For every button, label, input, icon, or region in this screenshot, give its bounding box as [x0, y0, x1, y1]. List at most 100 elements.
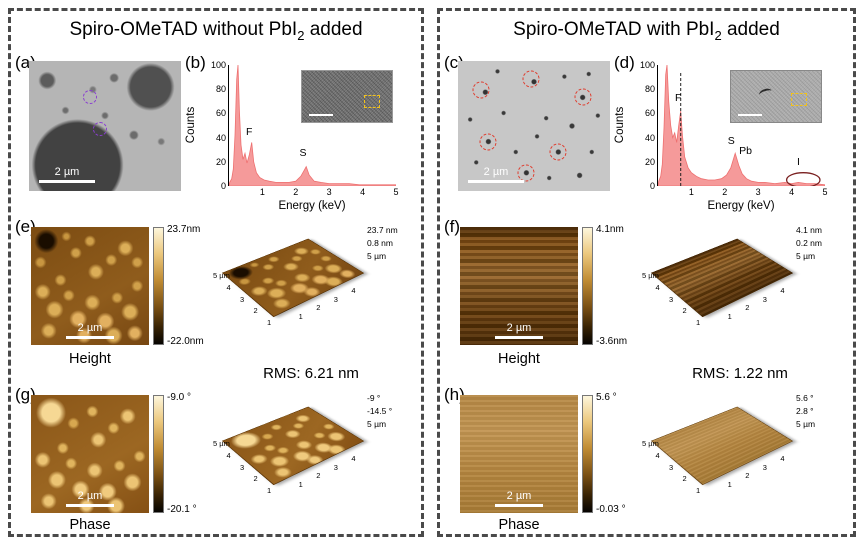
3d-surface: [650, 238, 794, 318]
eds-spectrum-svg: [658, 65, 825, 186]
subfigure-label-g: (g): [15, 385, 36, 404]
sem-inset-image: [301, 70, 393, 123]
rms-value: RMS: 6.21 nm: [263, 365, 359, 382]
3d-axis-tick: 4: [226, 282, 231, 292]
3d-axis-tick: 2: [253, 306, 258, 316]
y-axis-tick: 40: [215, 132, 226, 143]
z-axis-label: 0.2 nm: [796, 238, 822, 248]
eds-spectrum-chart-d: Counts Energy (keV) 0 20 40 60 80 100 1 2 3 4 5 F S P…: [614, 60, 828, 212]
3d-axis-tick: 3: [762, 462, 767, 472]
inset-scale-bar: [738, 113, 762, 116]
x-axis-tick: 3: [755, 187, 761, 197]
x-axis-tick: 4: [360, 187, 366, 197]
scale-bar: 2 µm: [39, 166, 95, 183]
dashed-circle-annotation: [549, 143, 567, 161]
eds-spectrum-chart-b: Counts Energy (keV) 0 20 40 60 80 100 1 2 3 4 5 F S: [185, 60, 399, 212]
y-axis-tick: 0: [220, 181, 226, 191]
color-scale-min: -20.1 °: [167, 504, 197, 515]
3d-axis-tick: 1: [727, 479, 732, 489]
panel-title-text: Spiro-OMeTAD with PbI: [513, 19, 715, 40]
3d-axis-tick: 5 µm: [642, 271, 659, 280]
3d-axis-tick: 1: [696, 486, 701, 495]
color-scale-bar: [582, 395, 593, 513]
x-axis-tick: 1: [259, 187, 265, 197]
3d-axis-tick: 4: [351, 454, 356, 464]
z-axis-label: 4.1 nm: [796, 225, 822, 235]
scale-bar: 2 µm: [66, 490, 114, 507]
3d-axis-tick: 2: [316, 303, 321, 313]
afm-3d-height-plot: 4.1 nm 0.2 nm 5 µm 5 µm 4 3 2 1 1 2 3 4: [636, 223, 844, 351]
subfigure-label-f: (f): [444, 217, 461, 236]
x-axis-tick: 5: [393, 187, 399, 197]
scale-bar-line: [66, 504, 114, 507]
y-axis-tick: 100: [210, 60, 226, 70]
scale-bar-label: 2 µm: [77, 489, 103, 502]
phase-caption: Phase: [498, 517, 540, 533]
color-scale-max: -9.0 °: [167, 392, 192, 403]
panel-with-pbi2: Spiro-OMeTAD with PbI2 added (c) 2 µm (d…: [437, 8, 856, 537]
sem-image-c: 2 µm: [458, 61, 610, 191]
x-axis-label: Energy (keV): [278, 200, 346, 212]
y-axis-tick: 80: [215, 84, 226, 95]
3d-axis-tick: 3: [669, 462, 674, 472]
z-axis-label: 5.6 °: [796, 393, 814, 403]
y-axis-label: Counts: [614, 106, 626, 144]
scale-bar: 2 µm: [66, 322, 114, 339]
3d-surface: [221, 238, 365, 318]
x-axis-tick: 4: [789, 187, 795, 197]
3d-axis-tick: 5 µm: [213, 271, 230, 280]
color-scale-max: 5.6 °: [596, 392, 617, 403]
3d-axis-tick: 3: [762, 294, 767, 304]
y-axis-tick: 100: [639, 60, 655, 70]
panel-title-subscript: 2: [714, 27, 722, 43]
scale-bar-label: 2 µm: [506, 489, 532, 502]
scale-bar-label: 2 µm: [483, 165, 509, 178]
z-axis-label: -9 °: [367, 393, 381, 403]
z-axis-label: 5 µm: [796, 419, 816, 429]
3d-surface: [221, 406, 365, 486]
scale-bar: 2 µm: [495, 490, 543, 507]
color-scale-max: 23.7nm: [167, 224, 201, 235]
panel-title-subscript: 2: [297, 27, 305, 43]
sem-inset-image: [730, 70, 822, 123]
y-axis-label: Counts: [185, 106, 197, 144]
z-axis-label: 5 µm: [796, 251, 816, 261]
3d-axis-tick: 1: [298, 311, 303, 321]
dashed-circle-annotation: [574, 88, 592, 106]
z-axis-label: 5 µm: [367, 251, 387, 261]
x-axis-tick: 2: [293, 187, 299, 197]
3d-axis-tick: 3: [333, 462, 338, 472]
y-axis-tick: 60: [215, 108, 226, 119]
x-axis-tick: 5: [822, 187, 828, 197]
3d-axis-tick: 2: [316, 471, 321, 481]
3d-axis-tick: 3: [240, 462, 245, 472]
y-axis-tick: 40: [644, 132, 655, 143]
color-scale-min: -22.0nm: [167, 336, 204, 347]
inset-scale-bar: [309, 113, 333, 116]
afm-phase-image: 2 µm: [31, 395, 149, 513]
color-scale-max: 4.1nm: [596, 224, 624, 235]
3d-axis-tick: 1: [267, 486, 272, 495]
panel-title: Spiro-OMeTAD without PbI2 added: [11, 19, 421, 43]
panel-title-text: Spiro-OMeTAD without PbI: [69, 19, 298, 40]
z-axis-label: 2.8 °: [796, 406, 814, 416]
color-scale-bar: [153, 395, 164, 513]
highlight-box: [364, 95, 380, 108]
subfigure-label-b: (b): [185, 53, 206, 72]
afm-3d-height-plot: 23.7 nm 0.8 nm 5 µm 5 µm 4 3 2 1 1 2 3 4: [207, 223, 415, 351]
3d-axis-tick: 2: [682, 474, 687, 484]
particle-speck: [758, 87, 773, 99]
3d-axis-tick: 4: [655, 282, 660, 292]
dashed-circle-annotation: [93, 121, 108, 136]
eds-spectrum-svg: [229, 65, 396, 186]
afm-height-image: 2 µm: [31, 227, 149, 345]
y-axis-tick: 80: [644, 84, 655, 95]
color-scale-min: -0.03 °: [596, 504, 626, 515]
3d-axis-tick: 2: [253, 474, 258, 484]
scale-bar: 2 µm: [468, 166, 524, 183]
dashed-circle-annotation: [517, 164, 535, 182]
x-axis-tick: 1: [688, 187, 694, 197]
peak-label: I: [796, 155, 800, 168]
spectrum-area: [229, 65, 396, 186]
